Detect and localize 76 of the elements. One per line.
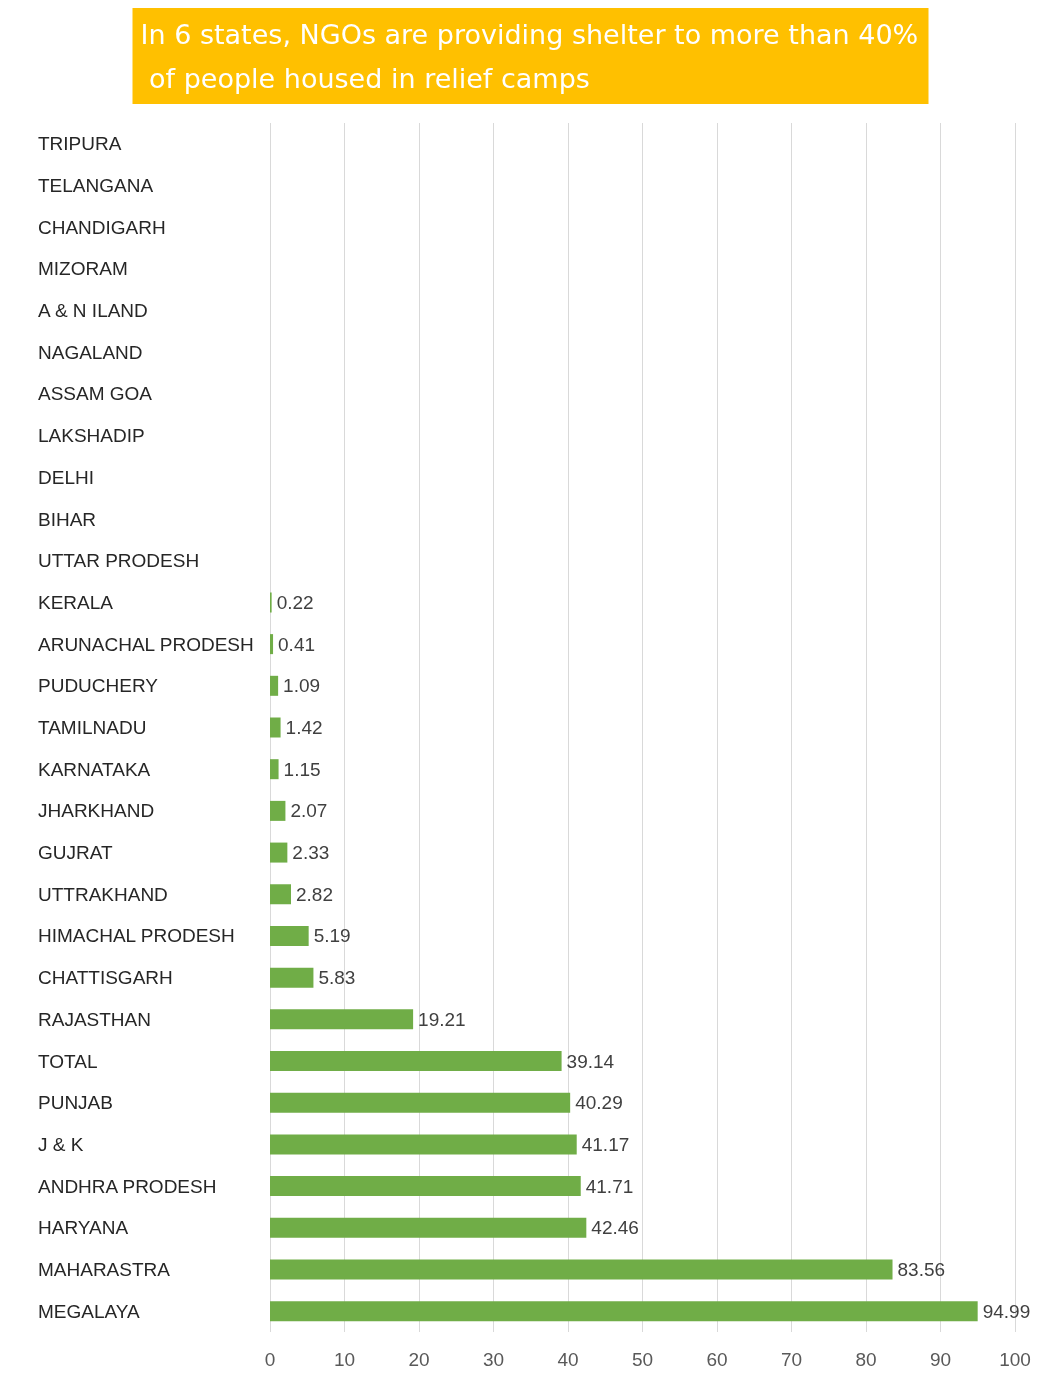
- bar: [270, 1301, 978, 1322]
- bar: [270, 675, 279, 696]
- x-tick-label: 100: [999, 1349, 1031, 1370]
- y-tick-label: MIZORAM: [38, 258, 128, 280]
- data-label: 2.33: [292, 842, 330, 864]
- data-label: 2.82: [296, 883, 333, 905]
- x-tick-label: 90: [929, 1349, 952, 1370]
- y-tick-label: HIMACHAL PRODESH: [38, 925, 235, 947]
- bar: [270, 925, 309, 946]
- y-tick-label: A & N ILAND: [38, 300, 148, 322]
- bar: [270, 1009, 414, 1030]
- y-tick-label: CHATTISGARH: [38, 967, 173, 989]
- bar: [270, 842, 288, 863]
- bar: [270, 634, 274, 655]
- y-tick-label: MAHARASTRA: [38, 1258, 171, 1280]
- bar: [270, 967, 314, 988]
- x-tick-label: 80: [855, 1349, 877, 1370]
- bar: [270, 1092, 571, 1113]
- data-label: 1.42: [285, 717, 323, 738]
- data-label: 5.83: [318, 967, 356, 989]
- bar: [270, 884, 292, 905]
- y-tick-label: ASSAM GOA: [38, 383, 153, 405]
- y-tick-label: KERALA: [38, 591, 114, 613]
- y-tick-label: HARYANA: [38, 1217, 129, 1239]
- y-tick-label: ARUNACHAL PRODESH: [38, 633, 254, 655]
- data-label: 40.29: [575, 1092, 623, 1114]
- bar: [270, 1217, 587, 1238]
- data-label: 2.07: [290, 800, 328, 822]
- data-label: 0.22: [276, 591, 314, 613]
- data-label: 41.71: [585, 1175, 634, 1197]
- y-tick-label: UTTAR PRODESH: [38, 550, 200, 572]
- y-tick-label: ANDHRA PRODESH: [38, 1175, 217, 1197]
- chart-title: In 6 states, NGOs are providing shelter to more than 40% of people housed in relief camps: [140, 18, 919, 94]
- bar: [270, 759, 279, 780]
- data-label: 83.56: [897, 1258, 946, 1280]
- y-tick-label: LAKSHADIP: [38, 425, 145, 447]
- bar: [270, 1134, 577, 1155]
- x-tick-label: 40: [557, 1349, 579, 1370]
- y-tick-label: UTTRAKHAND: [38, 883, 168, 905]
- data-label: 42.46: [591, 1217, 639, 1239]
- y-tick-label: TRIPURA: [38, 133, 122, 155]
- y-tick-label: GUJRAT: [38, 842, 113, 864]
- y-tick-label: MEGALAYA: [38, 1300, 141, 1322]
- x-tick-label: 10: [333, 1349, 356, 1370]
- x-tick-label: 30: [482, 1349, 505, 1370]
- data-label: 0.41: [278, 633, 316, 655]
- x-tick-label: 70: [780, 1349, 803, 1370]
- y-tick-label: DELHI: [38, 466, 94, 488]
- x-tick-label: 60: [706, 1349, 728, 1370]
- data-label: 19.21: [418, 1008, 466, 1030]
- y-tick-label: NAGALAND: [38, 341, 143, 363]
- data-label: 1.09: [283, 675, 321, 697]
- y-tick-label: RAJASTHAN: [38, 1008, 151, 1030]
- bar: [270, 1176, 581, 1197]
- data-label: 41.17: [581, 1133, 630, 1155]
- y-tick-label: PUDUCHERY: [38, 675, 159, 697]
- y-tick-label: KARNATAKA: [38, 758, 151, 780]
- bar: [270, 1259, 893, 1280]
- x-tick-label: 0: [264, 1349, 276, 1370]
- bar: [270, 717, 281, 738]
- bar: [270, 1051, 562, 1072]
- y-tick-label: TOTAL: [38, 1050, 98, 1072]
- y-tick-label: PUNJAB: [38, 1092, 113, 1114]
- bar: [270, 800, 286, 821]
- x-tick-label: 50: [631, 1349, 654, 1370]
- y-tick-label: J & K: [38, 1133, 84, 1155]
- y-tick-label: TAMILNADU: [38, 717, 147, 738]
- x-tick-label: 20: [408, 1349, 430, 1370]
- data-label: 1.15: [283, 758, 321, 780]
- y-tick-label: JHARKHAND: [38, 800, 155, 822]
- data-label: 94.99: [982, 1300, 1031, 1322]
- y-tick-label: BIHAR: [38, 508, 97, 530]
- data-label: 39.14: [566, 1050, 615, 1072]
- y-tick-label: CHANDIGARH: [38, 216, 166, 238]
- y-tick-label: TELANGANA: [38, 175, 154, 197]
- data-label: 5.19: [313, 925, 351, 947]
